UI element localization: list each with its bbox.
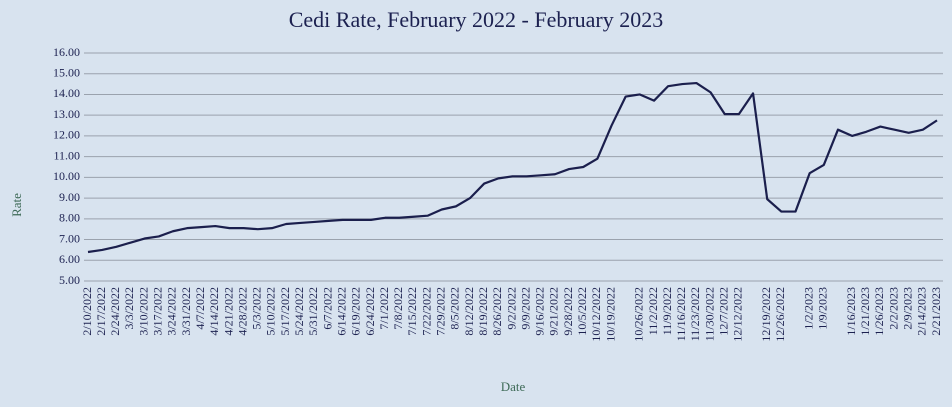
x-tick-label: 7/1/2022 xyxy=(377,287,391,330)
x-tick-label: 11/30/2022 xyxy=(702,287,716,341)
x-tick-label: 2/10/2022 xyxy=(80,287,94,336)
x-tick-label: 9/28/2022 xyxy=(561,287,575,336)
y-tick-label: 6.00 xyxy=(59,252,80,266)
x-tick-label: 5/17/2022 xyxy=(278,287,292,336)
x-tick-label: 7/8/2022 xyxy=(391,287,405,330)
y-axis-label: Rate xyxy=(9,193,24,217)
y-tick-label: 9.00 xyxy=(59,190,80,204)
y-tick-label: 10.00 xyxy=(53,169,80,183)
x-tick-label: 6/24/2022 xyxy=(363,287,377,336)
chart-title: Cedi Rate, February 2022 - February 2023 xyxy=(289,7,664,32)
y-tick-label: 11.00 xyxy=(53,148,80,162)
x-tick-label: 6/19/2022 xyxy=(349,287,363,336)
x-tick-label: 2/21/2023 xyxy=(929,287,943,336)
x-tick-label: 10/19/2022 xyxy=(603,287,617,342)
x-tick-label: 10/26/2022 xyxy=(632,287,646,342)
x-tick-label: 8/5/2022 xyxy=(448,287,462,330)
x-tick-label: 5/10/2022 xyxy=(264,287,278,336)
x-tick-label: 4/14/2022 xyxy=(207,287,221,336)
y-tick-label: 15.00 xyxy=(53,65,80,79)
x-tick-label: 12/7/2022 xyxy=(717,287,731,336)
x-tick-label: 6/14/2022 xyxy=(334,287,348,336)
x-tick-label: 11/9/2022 xyxy=(660,287,674,335)
x-tick-label: 8/12/2022 xyxy=(462,287,476,336)
y-tick-label: 7.00 xyxy=(59,231,80,245)
x-tick-label: 12/19/2022 xyxy=(759,287,773,342)
y-tick-label: 16.00 xyxy=(53,45,80,59)
x-tick-label: 8/19/2022 xyxy=(476,287,490,336)
x-tick-label: 2/24/2022 xyxy=(108,287,122,336)
x-axis-label: Date xyxy=(501,379,526,394)
y-tick-label: 12.00 xyxy=(53,128,80,142)
x-tick-label: 9/9/2022 xyxy=(518,287,532,330)
x-tick-label: 3/17/2022 xyxy=(151,287,165,336)
x-tick-label: 7/15/2022 xyxy=(405,287,419,336)
x-tick-label: 3/24/2022 xyxy=(165,287,179,336)
x-tick-label: 1/16/2023 xyxy=(844,287,858,336)
x-tick-label: 9/21/2022 xyxy=(547,287,561,336)
x-tick-label: 2/14/2023 xyxy=(915,287,929,336)
x-tick-label: 7/29/2022 xyxy=(434,287,448,336)
x-tick-label: 9/16/2022 xyxy=(533,287,547,336)
x-tick-label: 11/23/2022 xyxy=(688,287,702,341)
x-tick-label: 1/2/2023 xyxy=(801,287,815,330)
x-tick-label: 1/21/2023 xyxy=(858,287,872,336)
x-tick-label: 10/5/2022 xyxy=(575,287,589,336)
x-tick-label: 1/26/2023 xyxy=(872,287,886,336)
x-tick-label: 6/7/2022 xyxy=(320,287,334,330)
x-tick-label: 4/21/2022 xyxy=(221,287,235,336)
x-tick-label: 5/24/2022 xyxy=(292,287,306,336)
x-tick-label: 8/26/2022 xyxy=(490,287,504,336)
y-tick-label: 5.00 xyxy=(59,273,80,287)
x-tick-label: 7/22/2022 xyxy=(419,287,433,336)
x-tick-label: 2/2/2023 xyxy=(886,287,900,330)
x-tick-label: 12/12/2022 xyxy=(731,287,745,342)
x-tick-label: 11/16/2022 xyxy=(674,287,688,341)
x-tick-label: 4/7/2022 xyxy=(193,287,207,330)
data-line xyxy=(87,81,938,254)
x-tick-label: 1/9/2023 xyxy=(816,287,830,330)
x-tick-label: 5/31/2022 xyxy=(306,287,320,336)
x-tick-label: 9/2/2022 xyxy=(504,287,518,330)
y-tick-label: 14.00 xyxy=(53,86,80,100)
x-tick-label: 10/12/2022 xyxy=(589,287,603,342)
x-tick-label: 2/17/2022 xyxy=(94,287,108,336)
x-tick-label: 3/31/2022 xyxy=(179,287,193,336)
x-tick-label: 3/3/2022 xyxy=(122,287,136,330)
x-tick-label: 2/9/2023 xyxy=(900,287,914,330)
x-tick-label: 5/3/2022 xyxy=(250,287,264,330)
y-tick-label: 13.00 xyxy=(53,107,80,121)
x-tick-label: 3/10/2022 xyxy=(136,287,150,336)
y-tick-label: 8.00 xyxy=(59,211,80,225)
x-tick-label: 4/28/2022 xyxy=(235,287,249,336)
x-tick-label: 12/26/2022 xyxy=(773,287,787,342)
x-tick-label: 11/2/2022 xyxy=(646,287,660,335)
